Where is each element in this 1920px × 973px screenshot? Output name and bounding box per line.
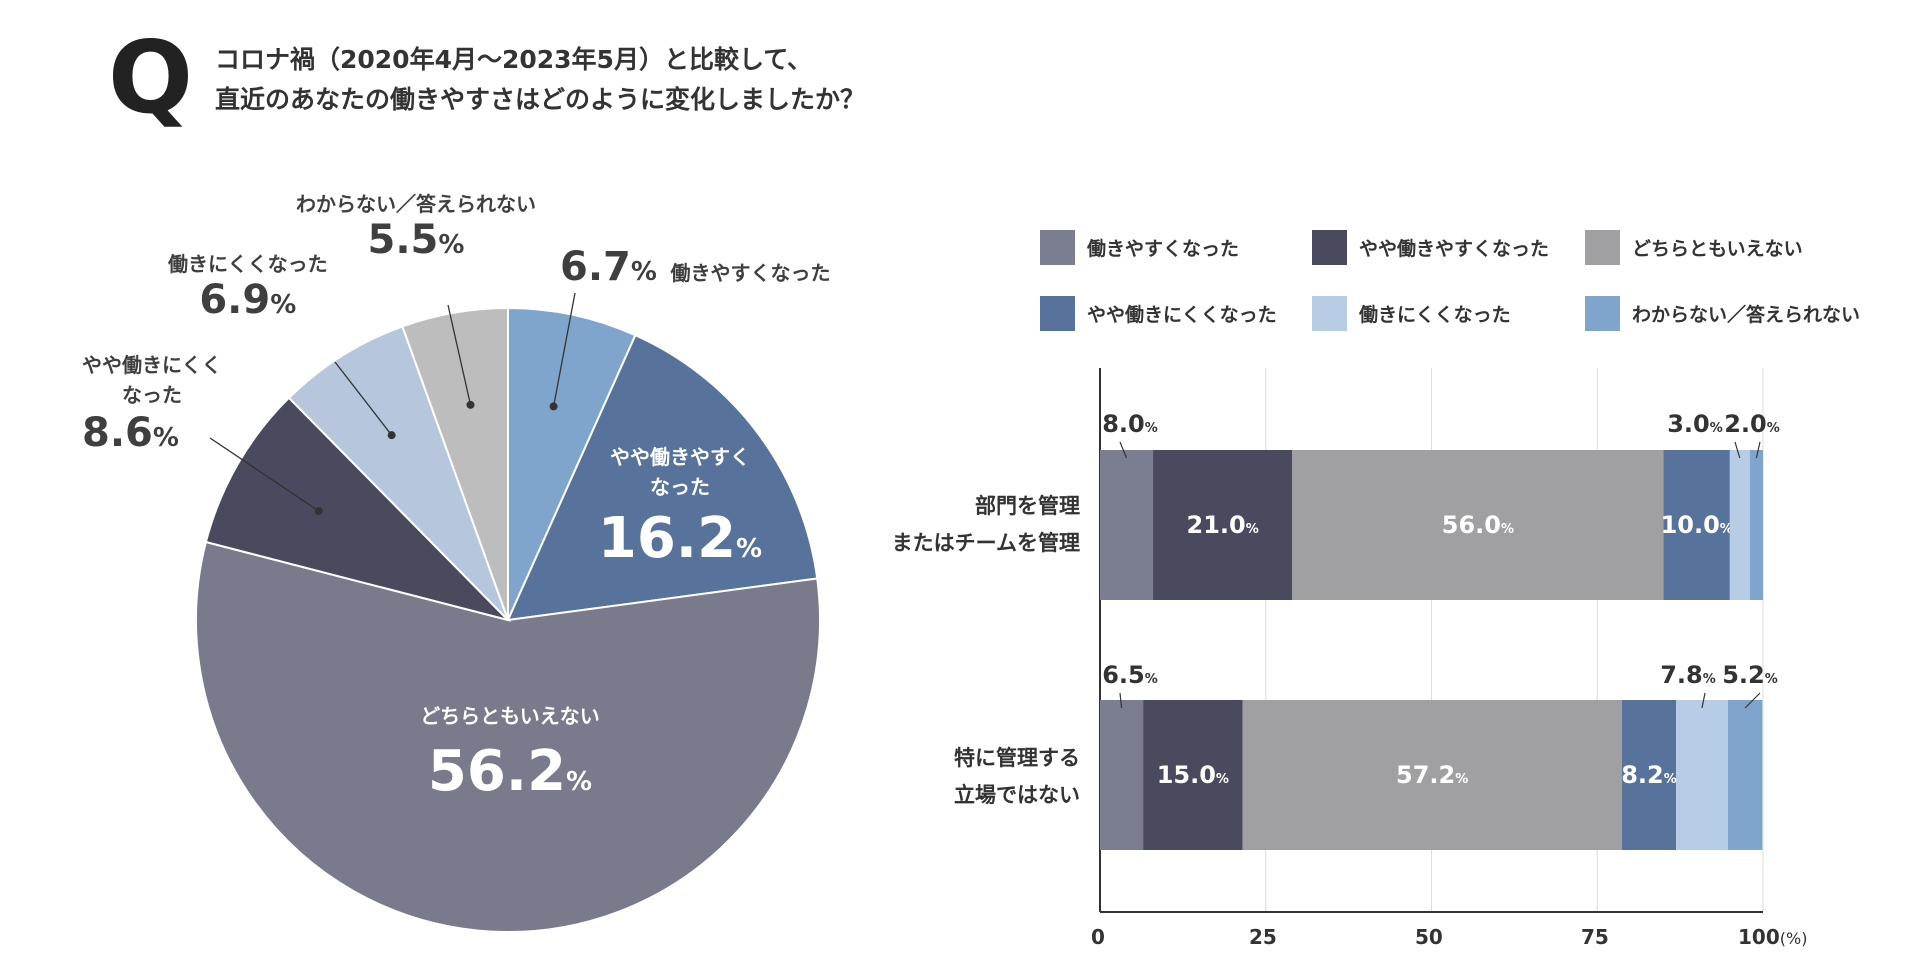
- pie-label-s2: やや働きやすく なった 16.2%: [597, 445, 763, 571]
- bar-leader-r2-s6: [1744, 692, 1761, 709]
- pie-label-s3: どちらともいえない 56.2%: [420, 704, 600, 804]
- pie-slice-3: [195, 540, 821, 933]
- legend-item-2: やや働きやすくなった: [1312, 230, 1549, 265]
- bar-leader-r1-s1: [1119, 441, 1128, 459]
- pie-leader-dot-4: [314, 506, 323, 515]
- bar-segment-r2-s4: [1621, 700, 1677, 850]
- pie-label-s6: わからない／答えられない 5.5%: [296, 192, 536, 263]
- legend-item-3: どちらともいえない: [1585, 230, 1803, 265]
- bar-leader-r1-s5: [1734, 441, 1741, 459]
- question-line-1: コロナ禍（2020年4月〜2023年5月）と比較して、: [215, 45, 812, 74]
- legend-item-5: 働きにくくなった: [1312, 296, 1511, 331]
- bar-segment-r2-s6: [1727, 700, 1763, 850]
- bar-segment-r2-s5: [1676, 700, 1728, 850]
- bar-category-2: 特に管理する 立場ではない: [954, 746, 1080, 807]
- pie-slice-5: [287, 325, 509, 621]
- bar-segment-r1-s5: [1729, 450, 1750, 600]
- pie-value-s6: 5.5: [367, 217, 439, 263]
- pie-slice-2: [506, 333, 819, 622]
- legend-item-1: 働きやすくなった: [1040, 230, 1239, 265]
- pie-leader-1: [552, 292, 576, 407]
- bar-label-r1-s5: 3.0%: [1667, 410, 1723, 438]
- pie-slice-6: [401, 306, 509, 621]
- pie-leader-dot-5: [387, 431, 396, 440]
- question-mark: Q: [108, 19, 194, 136]
- bar-category-1: 部門を管理 またはチームを管理: [891, 494, 1080, 555]
- bar-segment-r1-s4: [1663, 450, 1730, 600]
- legend-item-6: わからない／答えられない: [1585, 296, 1860, 331]
- pie-leader-4: [209, 437, 320, 512]
- x-tick-75: 75: [1581, 925, 1609, 949]
- bar-label-r1-s6: 2.0%: [1724, 410, 1780, 438]
- pie-leader-5: [334, 361, 393, 436]
- bar-segment-r2-s1: [1100, 700, 1144, 850]
- question-text: コロナ禍（2020年4月〜2023年5月）と比較して、 直近のあなたの働きやすさ…: [215, 40, 865, 120]
- pie-leader-6: [447, 304, 472, 405]
- x-tick-0: 0: [1091, 925, 1105, 949]
- x-tick-25: 25: [1249, 925, 1277, 949]
- pie-label-s5: 働きにくくなった 6.9%: [168, 252, 328, 323]
- bar-segment-r1-s2: [1153, 450, 1293, 600]
- bar-label-r2-s5: 7.8%: [1660, 661, 1716, 689]
- pie-name-s1: 働きやすくなった: [670, 261, 831, 285]
- bar-label-r1-s1: 8.0%: [1102, 410, 1158, 438]
- pie-slice-4: [204, 396, 512, 622]
- x-tick-50: 50: [1415, 925, 1443, 949]
- bar-leader-r1-s6: [1755, 441, 1761, 459]
- legend-swatch-1: [1040, 230, 1075, 265]
- pie-value-s3: 56.2: [427, 739, 567, 804]
- pie-value-s2: 16.2: [597, 506, 737, 571]
- pie-label-s4: やや働きにくく なった 8.6%: [82, 353, 222, 456]
- pie-value-s5: 6.9: [199, 277, 271, 323]
- bar-label-r2-s1: 6.5%: [1102, 661, 1158, 689]
- bar-segment-r2-s2: [1143, 700, 1243, 850]
- bar-segment-r1-s3: [1292, 450, 1664, 600]
- question-line-2: 直近のあなたの働きやすさはどのように変化しましたか？: [215, 85, 866, 114]
- legend-swatch-3: [1585, 230, 1620, 265]
- bar-leader-r2-s5: [1701, 692, 1706, 709]
- pie-leader-dot-6: [466, 400, 475, 409]
- bar-segment-r1-s1: [1100, 450, 1154, 600]
- pie-value-s1: 6.7: [560, 244, 631, 290]
- pie-leader-dot-1: [549, 402, 558, 411]
- legend-swatch-5: [1312, 296, 1347, 331]
- x-tick-100: 100(%): [1738, 925, 1808, 949]
- legend-swatch-2: [1312, 230, 1347, 265]
- bar-segment-r1-s6: [1749, 450, 1763, 600]
- pie-slice-1: [507, 306, 637, 621]
- legend-item-4: やや働きにくくなった: [1040, 296, 1277, 331]
- pie-label-s1: 6.7% 働きやすくなった: [560, 244, 831, 290]
- bar-leader-r2-s1: [1119, 692, 1123, 709]
- pie-value-s4: 8.6: [82, 410, 153, 456]
- legend-swatch-6: [1585, 296, 1620, 331]
- bar-segment-r2-s3: [1242, 700, 1622, 850]
- legend-swatch-4: [1040, 296, 1075, 331]
- bar-label-r2-s6: 5.2%: [1722, 661, 1778, 689]
